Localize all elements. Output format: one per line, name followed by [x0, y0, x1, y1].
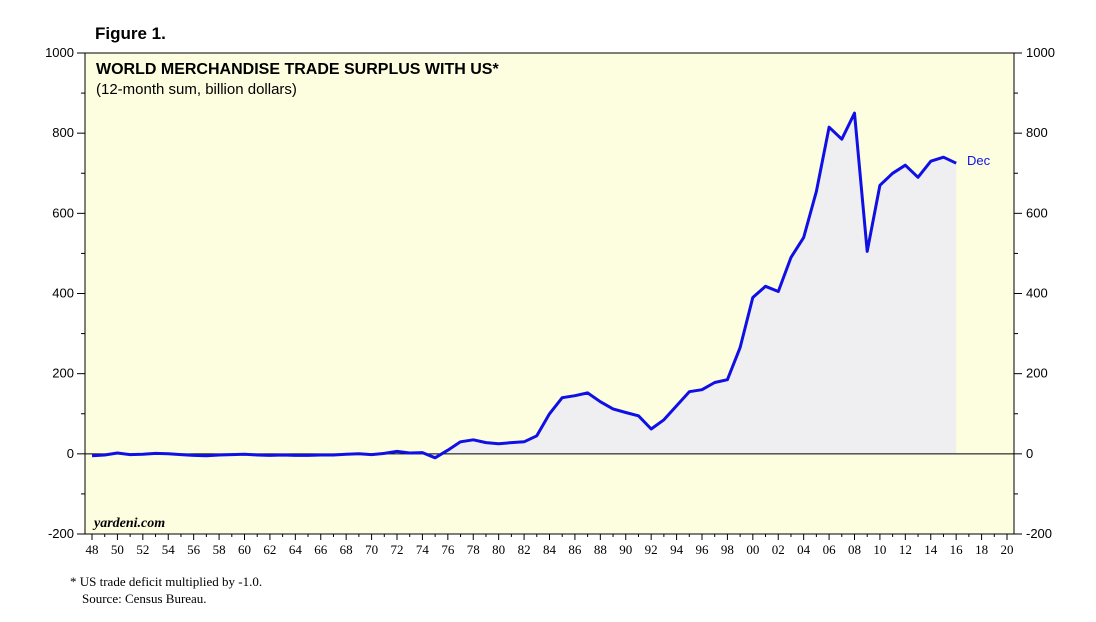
x-tick-label: 96 — [696, 542, 710, 557]
x-axis: 48 50 52 54 56 58 60 62 64 66 68 70 72 74 76 78 80 82 84 86… — [86, 534, 1014, 557]
chart-title: WORLD MERCHANDISE TRADE SURPLUS WITH US* — [96, 61, 499, 78]
brand-watermark: yardeni.com — [92, 516, 165, 531]
x-tick-label: 72 — [391, 542, 404, 557]
x-tick-label: 00 — [746, 542, 759, 557]
x-tick-label: 94 — [670, 542, 684, 557]
source-note: Source: Census Bureau. — [82, 591, 207, 606]
x-tick-label: 92 — [645, 542, 658, 557]
y-tick-label: 200 — [1026, 366, 1048, 381]
x-tick-label: 90 — [619, 542, 632, 557]
x-tick-label: 84 — [543, 542, 557, 557]
x-tick-label: 02 — [772, 542, 785, 557]
x-tick-label: 08 — [848, 542, 861, 557]
y-tick-label: 0 — [1026, 446, 1033, 461]
y-axis-left: -200 0 200 400 600 800 1000 — [45, 45, 85, 541]
y-tick-label: 1000 — [1026, 45, 1055, 60]
x-tick-label: 66 — [314, 542, 328, 557]
x-tick-label: 80 — [492, 542, 505, 557]
x-tick-label: 62 — [263, 542, 276, 557]
x-tick-label: 54 — [162, 542, 176, 557]
y-tick-label: 400 — [52, 286, 74, 301]
y-tick-label: 600 — [1026, 205, 1048, 220]
x-tick-label: 12 — [899, 542, 912, 557]
x-tick-label: 50 — [111, 542, 124, 557]
y-axis-right: -200 0 200 400 600 800 1000 — [1014, 45, 1055, 541]
chart-subtitle: (12-month sum, billion dollars) — [96, 81, 297, 98]
x-tick-label: 70 — [365, 542, 378, 557]
y-tick-label: 800 — [52, 125, 74, 140]
y-tick-label: 0 — [67, 446, 74, 461]
x-tick-label: 58 — [213, 542, 226, 557]
footnote: * US trade deficit multiplied by -1.0. — [70, 574, 263, 589]
x-tick-label: 20 — [1001, 542, 1014, 557]
x-tick-label: 56 — [187, 542, 201, 557]
x-tick-label: 74 — [416, 542, 430, 557]
y-tick-label: -200 — [48, 526, 74, 541]
x-tick-label: 78 — [467, 542, 480, 557]
y-tick-label: 600 — [52, 205, 74, 220]
x-tick-label: 48 — [86, 542, 99, 557]
figure-label: Figure 1. — [95, 24, 166, 43]
series-line — [91, 111, 957, 460]
x-tick-label: 06 — [823, 542, 837, 557]
x-tick-label: 82 — [518, 542, 531, 557]
x-tick-label: 60 — [238, 542, 251, 557]
x-tick-label: 16 — [950, 542, 964, 557]
x-tick-label: 68 — [340, 542, 353, 557]
x-tick-label: 04 — [797, 542, 811, 557]
series-area-fill — [92, 113, 957, 458]
x-tick-label: 88 — [594, 542, 607, 557]
x-tick-label: 76 — [441, 542, 455, 557]
y-tick-label: 200 — [52, 366, 74, 381]
y-tick-label: 800 — [1026, 125, 1048, 140]
x-tick-label: 52 — [136, 542, 149, 557]
x-tick-label: 14 — [924, 542, 938, 557]
x-tick-label: 86 — [568, 542, 582, 557]
x-tick-label: 64 — [289, 542, 303, 557]
y-tick-label: 400 — [1026, 286, 1048, 301]
x-tick-label: 18 — [975, 542, 988, 557]
end-label: Dec — [967, 153, 991, 168]
y-tick-label: 1000 — [45, 45, 74, 60]
y-tick-label: -200 — [1026, 526, 1052, 541]
x-tick-label: 10 — [873, 542, 886, 557]
x-tick-label: 98 — [721, 542, 734, 557]
